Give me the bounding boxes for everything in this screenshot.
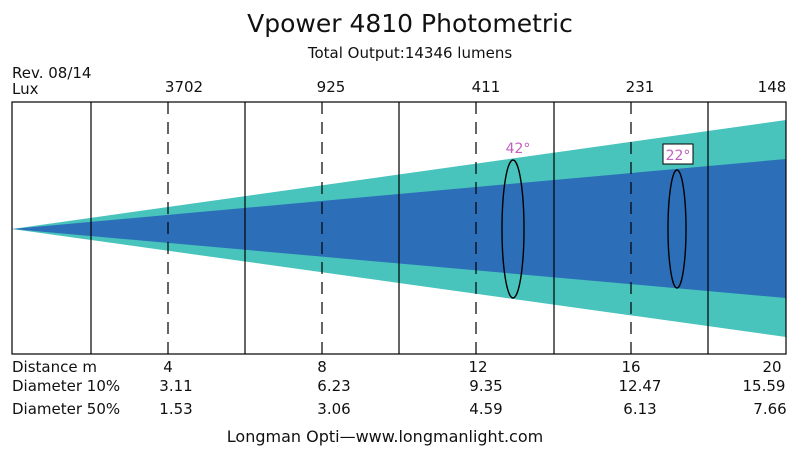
diameter10-value: 15.59 <box>743 377 786 395</box>
diameter10-value: 12.47 <box>619 377 662 395</box>
distance-value: 8 <box>317 358 327 376</box>
lux-value: 148 <box>758 78 787 96</box>
lux-value: 925 <box>317 78 346 96</box>
diameter10-value: 6.23 <box>317 377 350 395</box>
dashed-gridlines <box>167 102 632 354</box>
diameter10-row-label: Diameter 10% <box>12 377 120 395</box>
diameter50-value: 1.53 <box>159 400 192 418</box>
diagram-title: Vpower 4810 Photometric <box>247 9 573 38</box>
beam-angle-wide-label: 42° <box>506 141 531 157</box>
lux-values: 3702 925 411 231 148 <box>165 78 786 96</box>
diameter10-value: 9.35 <box>469 377 502 395</box>
lux-value: 231 <box>626 78 655 96</box>
footer-credit: Longman Opti—www.longmanlight.com <box>227 427 543 446</box>
distance-value: 20 <box>762 358 781 376</box>
diameter50-row-label: Diameter 50% <box>12 400 120 418</box>
diagram-subtitle: Total Output:14346 lumens <box>307 44 512 62</box>
lux-value: 3702 <box>165 78 203 96</box>
distance-value: 16 <box>621 358 640 376</box>
diameter50-value: 7.66 <box>753 400 786 418</box>
diameter50-values: 1.53 3.06 4.59 6.13 7.66 <box>159 400 786 418</box>
diameter50-value: 6.13 <box>623 400 656 418</box>
distance-value: 12 <box>468 358 487 376</box>
diameter10-value: 3.11 <box>159 377 192 395</box>
beam-angle-ellipse-wide <box>501 159 525 299</box>
beam-angle-ellipse-narrow <box>667 169 687 289</box>
beam-angle-narrow-box <box>662 143 694 165</box>
diameter50-value: 4.59 <box>469 400 502 418</box>
lux-label: Lux <box>12 80 39 98</box>
distance-row-label: Distance m <box>12 358 97 376</box>
revision-label: Rev. 08/14 <box>12 64 91 82</box>
diameter50-value: 3.06 <box>317 400 350 418</box>
distance-values: 4 8 12 16 20 <box>163 358 781 376</box>
lux-value: 411 <box>472 78 501 96</box>
beam-angle-narrow-label: 22° <box>666 148 691 164</box>
diameter10-values: 3.11 6.23 9.35 12.47 15.59 <box>159 377 785 395</box>
solid-gridlines <box>90 102 709 354</box>
distance-value: 4 <box>163 358 173 376</box>
